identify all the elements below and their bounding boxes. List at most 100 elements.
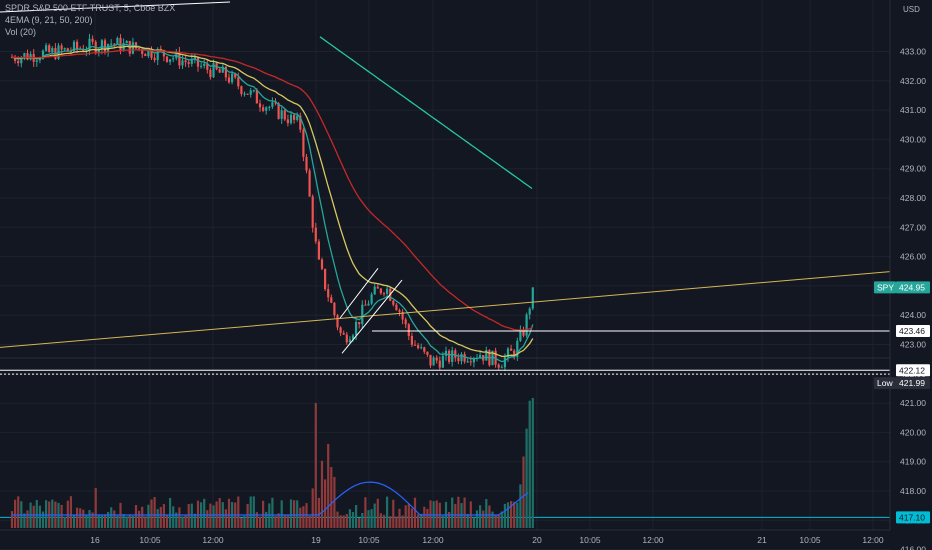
candle-body <box>327 289 330 298</box>
volume-bar <box>14 499 17 528</box>
candle-body <box>141 49 144 54</box>
volume-bar <box>479 505 482 528</box>
candle-body <box>438 360 441 368</box>
candle-body <box>26 53 29 60</box>
candle <box>252 89 255 93</box>
low-tag-badge: Low <box>877 378 893 388</box>
ema-50-line <box>11 49 534 331</box>
volume-bar <box>17 496 20 528</box>
volume-bar <box>398 508 401 528</box>
candle-body <box>258 103 262 108</box>
candle-body <box>317 241 320 260</box>
candle-body <box>23 53 26 58</box>
candle-body <box>280 110 283 119</box>
volume-bar <box>51 499 54 528</box>
time-tick-label: 16 <box>90 535 100 545</box>
candle <box>330 294 333 304</box>
volume-bar <box>401 515 404 528</box>
candle-body <box>200 65 203 67</box>
volume-bar <box>475 510 479 528</box>
volume-bar <box>178 507 181 528</box>
volume-bar <box>528 400 531 528</box>
candle <box>413 340 417 346</box>
candle-body <box>485 350 488 361</box>
candle <box>125 40 128 44</box>
volume-bar <box>410 508 413 528</box>
time-tick-label: 19 <box>311 535 321 545</box>
volume-bar <box>389 516 392 528</box>
volume-bar <box>79 508 82 528</box>
candle <box>395 303 398 311</box>
volume-bar <box>153 497 156 528</box>
volume-bar <box>10 511 14 528</box>
legend-ema[interactable]: 4EMA (9, 21, 50, 200) <box>5 15 93 25</box>
volume-bar <box>531 398 534 528</box>
candle-body <box>103 40 107 52</box>
candle-body <box>150 48 153 58</box>
candle-body <box>17 60 20 64</box>
candle-body <box>234 73 237 78</box>
candle-body <box>497 364 500 368</box>
volume-bar <box>466 513 469 528</box>
candle <box>178 47 181 69</box>
candle-body <box>302 129 305 157</box>
volume-bar <box>110 507 113 528</box>
volume-bar <box>262 500 265 528</box>
candle-body <box>88 38 91 51</box>
early-trendline <box>0 1 231 13</box>
candle-body <box>463 354 466 362</box>
legend-symbol[interactable]: SPDR S&P 500 ETF TRUST, 5, Cboe BZX <box>5 3 176 13</box>
candle <box>153 53 156 63</box>
trendline <box>0 270 896 348</box>
candle <box>336 313 339 331</box>
candle <box>221 64 224 73</box>
candle-body <box>169 59 172 62</box>
candle <box>302 127 305 162</box>
flag-line-upper <box>339 268 379 319</box>
candle-body <box>382 293 386 295</box>
candle-body <box>100 40 103 50</box>
volume-bar <box>392 499 395 528</box>
candle-body <box>460 354 463 362</box>
candle-body <box>237 77 240 87</box>
candle <box>435 355 438 364</box>
candle-body <box>48 45 51 53</box>
candle-body <box>355 322 358 336</box>
candle <box>63 47 66 51</box>
volume-bar <box>317 497 320 528</box>
candle-body <box>336 315 339 328</box>
volume-bar <box>296 500 299 528</box>
volume-bar <box>103 514 107 528</box>
candle-body <box>91 38 94 42</box>
candle-body <box>376 286 379 289</box>
candle <box>460 352 463 365</box>
volume-bar <box>116 515 119 528</box>
volume-bar <box>138 510 141 528</box>
candle <box>324 268 327 291</box>
volume-bar <box>271 497 274 528</box>
volume-bar <box>373 503 376 528</box>
volume-bar <box>336 511 339 528</box>
volume-bar <box>376 498 379 528</box>
volume-bar <box>448 511 451 528</box>
volume-bar <box>333 476 336 528</box>
price-tick-label: 430.00 <box>900 134 926 144</box>
candle-body <box>528 308 531 315</box>
legend-volume[interactable]: Vol (20) <box>5 27 37 37</box>
candle-body <box>193 56 196 59</box>
volume-bar <box>26 510 29 528</box>
volume-bar <box>345 514 348 528</box>
price-tick-label: 433.00 <box>900 47 926 57</box>
volume-bar <box>227 498 231 528</box>
volume-bar <box>420 513 423 528</box>
candle-body <box>181 60 184 66</box>
volume-bar <box>395 516 398 528</box>
volume-bar <box>212 505 215 528</box>
candle-body <box>144 53 147 57</box>
candle <box>361 300 364 329</box>
candle-body <box>156 49 159 61</box>
price-tick-label: 423.00 <box>900 340 926 350</box>
candle <box>525 312 528 338</box>
